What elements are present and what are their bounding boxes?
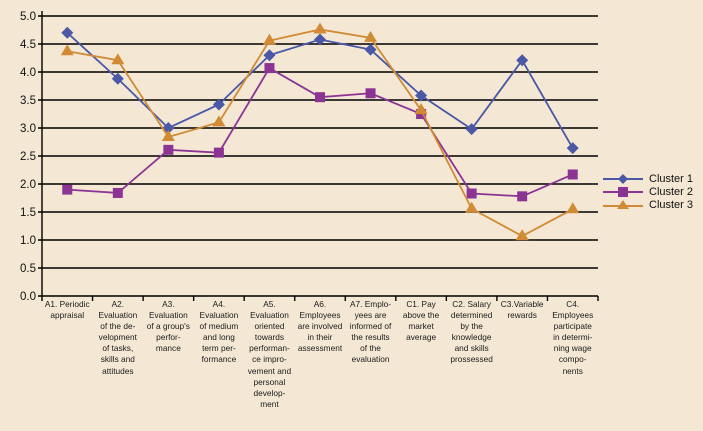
square-marker xyxy=(466,188,477,199)
triangle-marker xyxy=(515,229,529,241)
diamond-marker xyxy=(314,33,326,46)
series-line xyxy=(66,32,574,149)
y-tick-label: 4.5 xyxy=(20,39,36,51)
triangle-marker xyxy=(111,53,125,65)
y-tick-label: 0.0 xyxy=(20,291,36,303)
x-category-label: C2. Salary determined by the knowledge a… xyxy=(450,299,493,365)
diamond-marker-icon xyxy=(603,173,643,184)
legend-item-cluster-3: Cluster 3 xyxy=(603,198,693,211)
x-category-label: A3. Evaluation of a group's perfor- manc… xyxy=(146,299,190,354)
x-category-label: A5. Evaluation oriented towards performa… xyxy=(247,299,292,409)
x-category-label: C4. Employees participate in determi- ni… xyxy=(552,299,594,376)
legend-label: Cluster 1 xyxy=(649,172,694,185)
legend: Cluster 1 Cluster 2 Cluster 3 xyxy=(603,172,693,211)
x-category-label: A6. Employees are involved in their asse… xyxy=(297,299,343,354)
diamond-marker xyxy=(516,54,529,67)
diamond-marker xyxy=(212,98,225,111)
legend-label: Cluster 2 xyxy=(649,185,694,198)
diamond-marker xyxy=(415,89,428,102)
triangle-marker xyxy=(566,202,580,214)
series-line xyxy=(67,66,574,198)
diamond-marker xyxy=(364,43,377,56)
square-marker xyxy=(62,184,73,195)
y-tick-label: 4.0 xyxy=(20,67,36,79)
square-marker xyxy=(567,169,578,180)
square-marker xyxy=(112,187,123,198)
series-cluster-2 xyxy=(62,63,578,202)
square-marker xyxy=(365,88,376,99)
x-category-label: A2. Evaluation of the de- velopment of t… xyxy=(98,299,138,376)
x-category-label: C1. Pay above the market average xyxy=(402,299,440,343)
triangle-marker-icon xyxy=(603,199,643,209)
diamond-marker xyxy=(111,72,124,85)
triangle-marker xyxy=(414,103,428,115)
y-tick-label: 1.5 xyxy=(20,207,36,219)
square-marker xyxy=(213,147,224,158)
legend-item-cluster-1: Cluster 1 xyxy=(603,172,693,185)
gridlines xyxy=(38,15,598,297)
legend-item-cluster-2: Cluster 2 xyxy=(603,185,693,198)
x-category-label: C3.Variable rewards xyxy=(500,299,544,321)
square-marker xyxy=(264,63,275,74)
series-cluster-1 xyxy=(61,26,579,155)
triangle-marker xyxy=(60,44,74,56)
triangle-marker xyxy=(212,115,226,127)
x-category-label: A4. Evaluation of medium and long term p… xyxy=(199,299,239,365)
legend-label: Cluster 3 xyxy=(649,198,694,211)
diamond-marker xyxy=(61,26,74,39)
x-category-label: A7. Emplo- yees are informed of the resu… xyxy=(349,299,392,365)
series-line xyxy=(67,28,574,238)
triangle-marker xyxy=(262,33,276,45)
y-tick-label: 5.0 xyxy=(20,11,36,23)
y-tick-label: 2.0 xyxy=(20,179,36,191)
square-marker-icon xyxy=(603,186,643,197)
y-tick-label: 1.0 xyxy=(20,235,36,247)
diamond-marker xyxy=(263,49,276,62)
diamond-marker xyxy=(566,142,579,155)
y-tick-label: 3.5 xyxy=(20,95,36,107)
y-tick-label: 3.0 xyxy=(20,123,36,135)
data-series xyxy=(60,22,580,241)
square-marker xyxy=(517,191,528,202)
triangle-marker xyxy=(465,201,479,213)
diamond-marker xyxy=(465,123,478,136)
triangle-marker xyxy=(364,30,378,42)
square-marker xyxy=(163,144,174,155)
y-tick-label: 0.5 xyxy=(20,263,36,275)
axes: 0.0 0.5 1.0 1.5 2.0 2.5 3.0 3.5 4.0 4.5 5.0 xyxy=(20,11,599,303)
triangle-marker xyxy=(313,22,327,34)
x-category-label: A1. Periodic appraisal xyxy=(44,299,90,321)
square-marker xyxy=(315,92,325,103)
series-cluster-3 xyxy=(60,22,580,241)
triangle-marker xyxy=(161,129,175,141)
y-tick-label: 2.5 xyxy=(20,151,36,163)
